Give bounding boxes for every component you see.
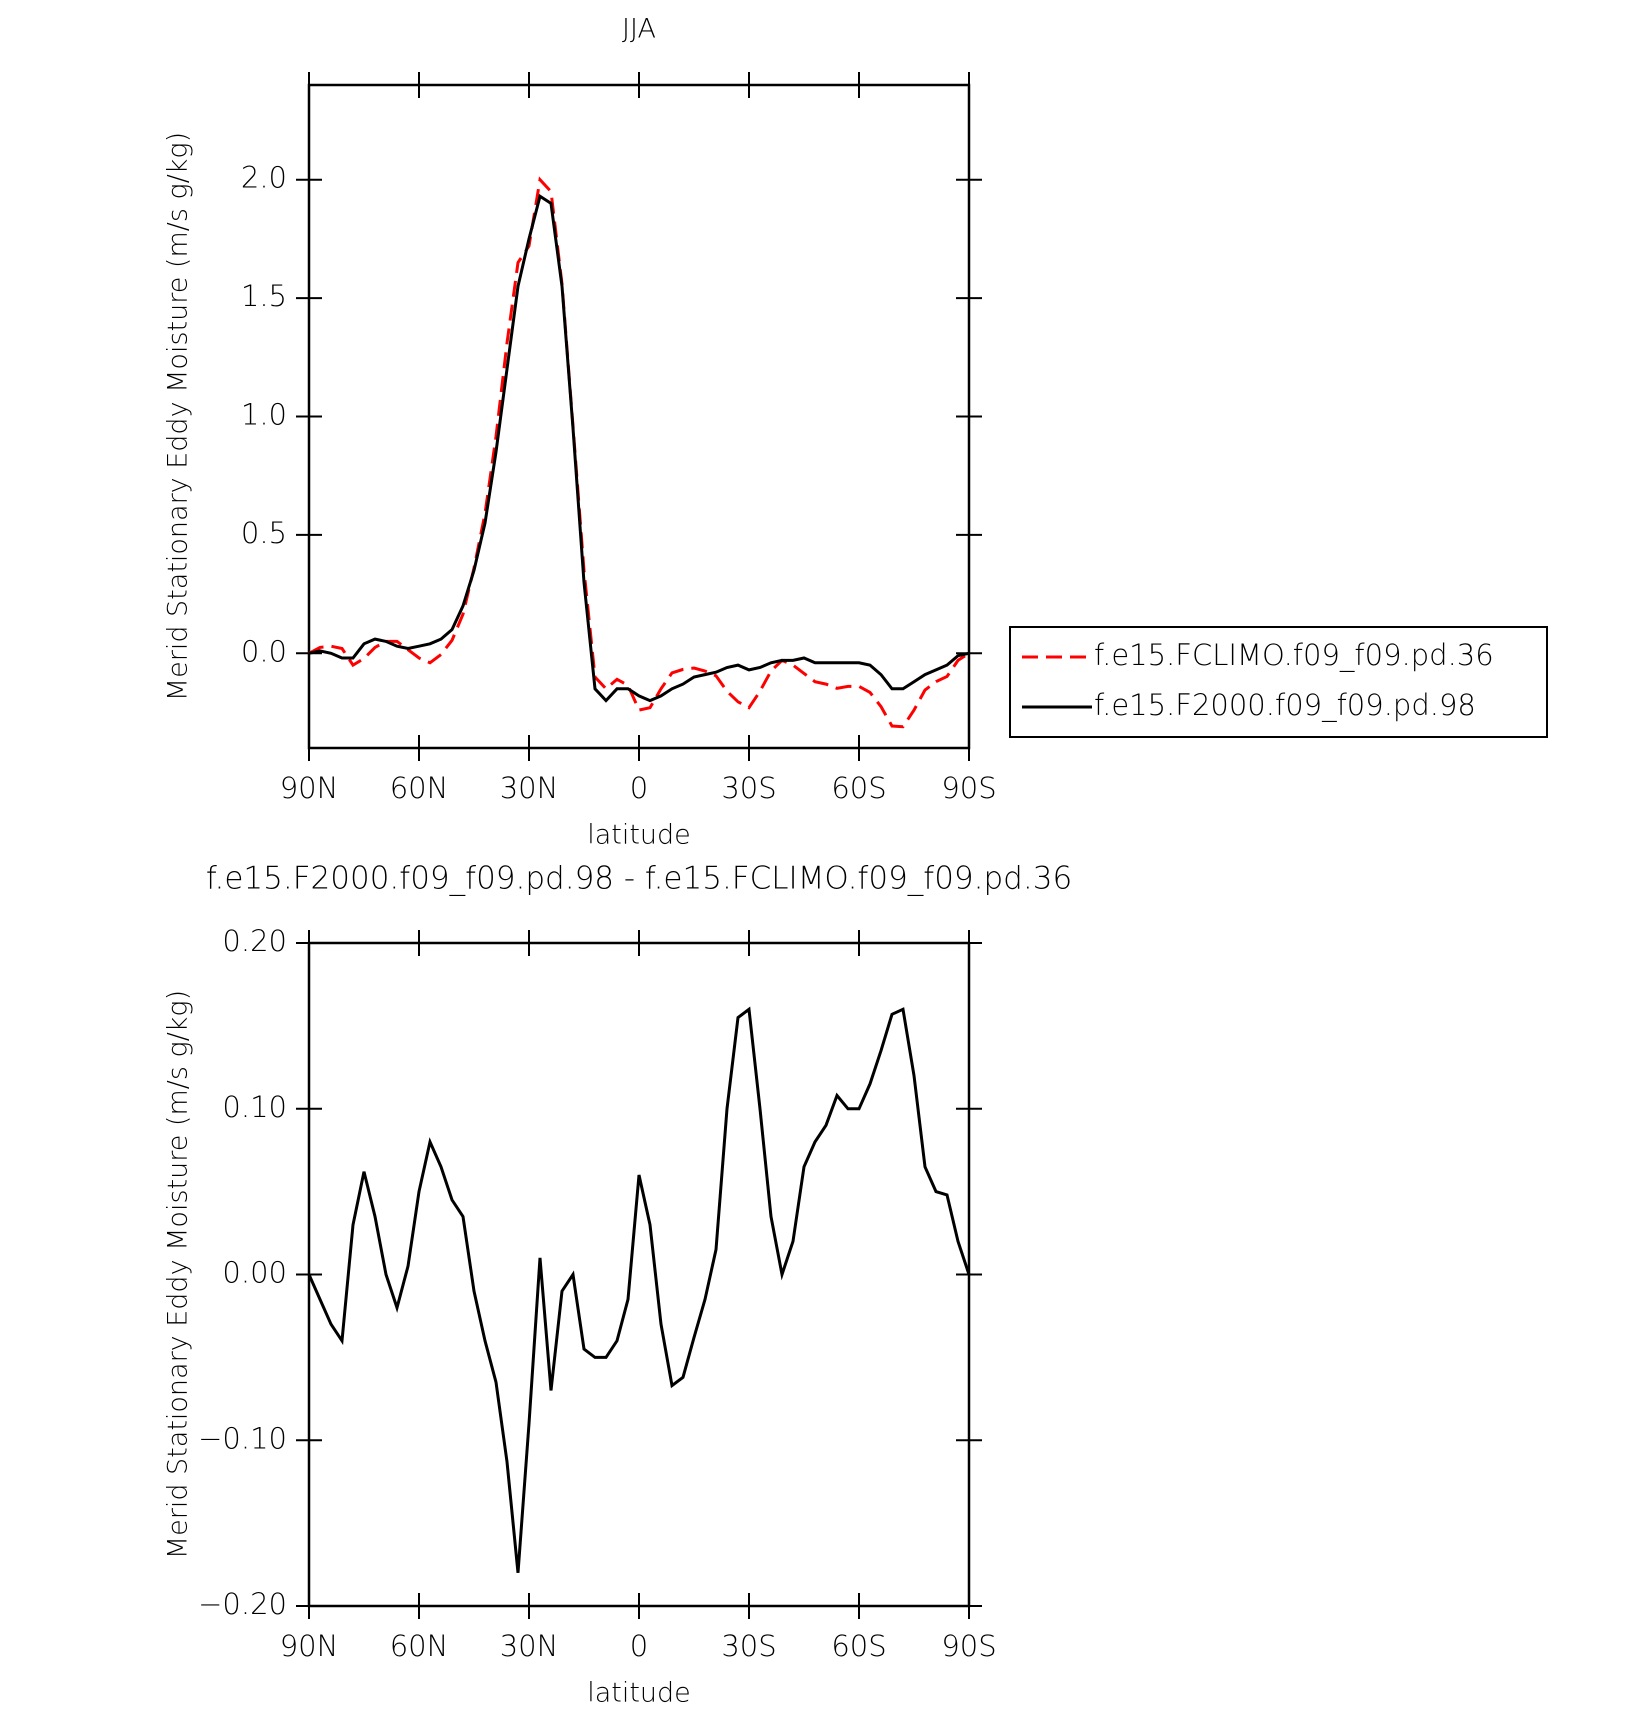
data-line xyxy=(307,1006,971,1573)
y-tick-label: −0.10 xyxy=(198,1421,287,1455)
y-tick-label: 0.00 xyxy=(222,1256,287,1290)
x-tick-label: 60N xyxy=(390,1629,449,1663)
legend-label: f.e15.FCLIMO.f09_f09.pd.36 xyxy=(1094,638,1494,673)
x-axis-label: latitude xyxy=(587,820,691,851)
y-tick-label: 0.5 xyxy=(241,516,287,550)
y-tick-label: −0.20 xyxy=(198,1587,287,1621)
y-tick-label: 2.0 xyxy=(241,161,287,195)
y-tick-label: 1.5 xyxy=(241,279,287,313)
legend-label: f.e15.F2000.f09_f09.pd.98 xyxy=(1094,688,1476,723)
y-tick-label: 0.20 xyxy=(222,924,287,958)
x-tick-label: 90N xyxy=(280,1629,339,1663)
x-tick-label: 30S xyxy=(721,771,776,805)
x-axis-label: latitude xyxy=(587,1678,691,1709)
y-tick-label: 0.0 xyxy=(241,634,287,668)
plot-frame xyxy=(307,941,971,1608)
y-axis-label: Merid Stationary Eddy Moisture (m/s g/kg… xyxy=(163,990,194,1559)
chart-title: JJA xyxy=(622,14,656,45)
x-tick-label: 60N xyxy=(390,771,449,805)
y-tick-label: 0.10 xyxy=(222,1090,287,1124)
data-line xyxy=(308,176,970,729)
x-tick-label: 0 xyxy=(630,771,648,805)
x-tick-label: 30N xyxy=(500,771,559,805)
chart-title: f.e15.F2000.f09_f09.pd.98 - f.e15.FCLIMO… xyxy=(206,861,1072,897)
x-tick-label: 30N xyxy=(500,1629,559,1663)
y-axis-label: Merid Stationary Eddy Moisture (m/s g/kg… xyxy=(163,132,194,701)
y-tick-label: 1.0 xyxy=(241,398,287,432)
x-tick-label: 30S xyxy=(721,1629,776,1663)
legend-box xyxy=(1009,626,1548,738)
x-tick-label: 60S xyxy=(831,771,886,805)
x-tick-label: 60S xyxy=(831,1629,886,1663)
data-line xyxy=(308,193,970,703)
x-tick-label: 90S xyxy=(941,1629,996,1663)
x-tick-label: 0 xyxy=(630,1629,648,1663)
x-tick-label: 90N xyxy=(280,771,339,805)
x-tick-label: 90S xyxy=(941,771,996,805)
